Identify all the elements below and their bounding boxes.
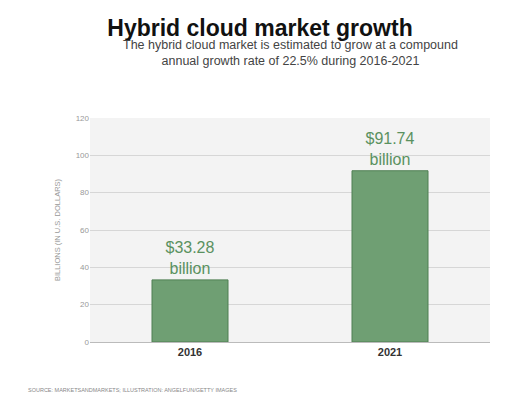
svg-text:2016: 2016	[178, 346, 202, 358]
svg-text:2021: 2021	[378, 346, 402, 358]
svg-text:The hybrid cloud market is est: The hybrid cloud market is estimated to …	[123, 38, 458, 68]
svg-text:100: 100	[76, 151, 90, 160]
svg-text:80: 80	[80, 188, 89, 197]
svg-text:BILLIONS (IN U.S. DOLLARS): BILLIONS (IN U.S. DOLLARS)	[53, 178, 62, 281]
svg-text:60: 60	[80, 226, 89, 235]
svg-text:20: 20	[80, 300, 89, 309]
svg-text:120: 120	[76, 114, 90, 123]
svg-text:0: 0	[85, 338, 90, 347]
svg-text:SOURCE: MARKETSANDMARKETS; ILL: SOURCE: MARKETSANDMARKETS; ILLUSTRATION:…	[28, 387, 237, 393]
svg-text:Hybrid cloud market growth: Hybrid cloud market growth	[107, 15, 412, 41]
svg-text:$33.28billion: $33.28billion	[165, 239, 214, 277]
svg-text:40: 40	[80, 263, 89, 272]
svg-text:$91.74billion: $91.74billion	[365, 130, 414, 168]
